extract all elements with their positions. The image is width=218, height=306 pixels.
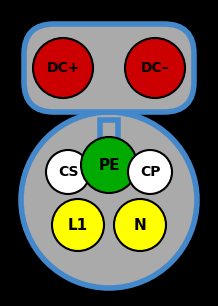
Circle shape (125, 38, 185, 98)
Circle shape (128, 150, 172, 194)
Circle shape (81, 137, 137, 193)
FancyBboxPatch shape (100, 120, 118, 148)
Text: L1: L1 (68, 218, 88, 233)
Text: PE: PE (98, 158, 120, 173)
Circle shape (114, 199, 166, 251)
Text: CP: CP (140, 165, 160, 179)
Circle shape (52, 199, 104, 251)
Text: DC–: DC– (141, 61, 169, 75)
Text: N: N (134, 218, 146, 233)
Circle shape (46, 150, 90, 194)
Text: CS: CS (58, 165, 78, 179)
Text: DC+: DC+ (46, 61, 80, 75)
Circle shape (21, 112, 197, 288)
FancyBboxPatch shape (24, 24, 194, 112)
Circle shape (33, 38, 93, 98)
